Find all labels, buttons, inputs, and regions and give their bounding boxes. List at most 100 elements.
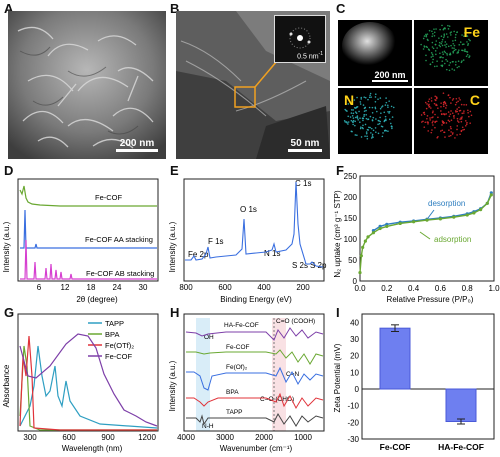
i-categories: Fe-COF HA-Fe-COF bbox=[380, 442, 484, 452]
eds-dot bbox=[384, 104, 387, 106]
eds-dot bbox=[354, 106, 356, 109]
eds-dot bbox=[435, 97, 438, 100]
e-xtick: 400 bbox=[257, 283, 271, 292]
i-ytick: -20 bbox=[347, 418, 359, 427]
eds-dot bbox=[375, 131, 377, 133]
eds-dot bbox=[363, 113, 366, 116]
g-legend: TAPP BPA Fe(OTf)₂ Fe-COF bbox=[88, 319, 134, 361]
eds-dot bbox=[426, 115, 429, 117]
eds-dot bbox=[459, 133, 461, 136]
sem-texture bbox=[8, 11, 166, 159]
h-xlabel: Wavenumber (cm⁻¹) bbox=[220, 444, 293, 453]
eds-dot bbox=[365, 117, 368, 120]
eds-dot bbox=[464, 124, 467, 127]
eds-dot bbox=[435, 120, 438, 123]
eds-dot bbox=[442, 56, 444, 59]
eds-dot bbox=[356, 134, 358, 137]
eds-dot bbox=[463, 43, 465, 45]
i-ytick: -30 bbox=[347, 435, 359, 444]
eds-dot bbox=[430, 107, 432, 109]
eds-dot bbox=[374, 93, 377, 96]
eds-dot bbox=[382, 132, 384, 134]
eds-dot bbox=[423, 113, 426, 116]
f-xtick: 0.0 bbox=[354, 284, 366, 293]
f-series-adsorption bbox=[359, 194, 492, 273]
f-point-adsorption bbox=[371, 231, 375, 235]
d-ylabel: Intensity (a.u.) bbox=[2, 221, 11, 272]
eds-dot bbox=[379, 116, 381, 119]
eds-dot bbox=[357, 118, 359, 121]
eds-dot bbox=[445, 113, 448, 115]
eds-dot bbox=[445, 104, 448, 107]
eds-dot bbox=[434, 98, 436, 101]
eds-dot bbox=[368, 126, 370, 129]
eds-dot bbox=[468, 55, 471, 57]
eds-dot bbox=[443, 101, 446, 103]
e-frame bbox=[183, 178, 325, 282]
eds-dot bbox=[467, 42, 470, 45]
panel-label-g: G bbox=[4, 305, 15, 320]
eds-dot bbox=[365, 109, 367, 112]
h-series-label: BPA bbox=[226, 389, 239, 396]
g-series-tapp bbox=[19, 345, 158, 429]
g-xtick: 600 bbox=[62, 433, 76, 442]
eds-dot bbox=[366, 137, 369, 140]
eds-dot bbox=[465, 123, 468, 126]
eds-dot bbox=[351, 130, 353, 133]
chart-g: Absorbance Wavelength (nm) 300 600 900 1… bbox=[2, 313, 159, 453]
eds-dot bbox=[456, 108, 458, 110]
eds-dot bbox=[362, 104, 365, 106]
eds-dot bbox=[450, 110, 452, 112]
eds-dot bbox=[457, 113, 460, 115]
eds-dot bbox=[368, 96, 371, 99]
eds-dot bbox=[431, 129, 433, 131]
eds-dot bbox=[448, 53, 451, 56]
d-series-aa bbox=[20, 209, 157, 249]
eds-dot bbox=[453, 49, 456, 52]
eds-dot bbox=[466, 121, 468, 124]
eds-dot bbox=[441, 24, 443, 27]
eds-dot bbox=[380, 125, 383, 128]
eds-dot bbox=[433, 28, 435, 30]
eds-dot bbox=[347, 115, 350, 118]
eds-dot bbox=[359, 101, 362, 103]
eds-dot bbox=[454, 48, 457, 51]
eds-map-c: C bbox=[414, 88, 488, 154]
eds-dot bbox=[447, 24, 449, 27]
eds-dot bbox=[439, 45, 442, 48]
f-point-adsorption bbox=[385, 224, 389, 228]
eds-dot bbox=[380, 112, 382, 115]
eds-dot bbox=[450, 127, 452, 130]
h-series-feof2 bbox=[186, 366, 324, 391]
eds-dot bbox=[465, 104, 468, 106]
eds-dot bbox=[443, 131, 446, 134]
eds-dot bbox=[448, 135, 450, 138]
eds-dot bbox=[456, 134, 458, 136]
eds-map-n: N bbox=[338, 88, 412, 154]
i-category-label: Fe-COF bbox=[380, 442, 411, 452]
eds-dot bbox=[420, 114, 423, 116]
eds-dot bbox=[360, 98, 363, 100]
eds-dot bbox=[430, 97, 433, 99]
f-ylabel: N₂ uptake (cm³ g⁻¹ STP) bbox=[333, 190, 342, 278]
eds-dot bbox=[423, 111, 426, 114]
eds-dot bbox=[367, 118, 369, 121]
eds-dot bbox=[377, 98, 379, 100]
eds-dot bbox=[431, 30, 433, 33]
eds-dot bbox=[447, 45, 450, 48]
eds-dot bbox=[369, 92, 372, 95]
eds-dot bbox=[354, 116, 357, 119]
eds-dot bbox=[354, 111, 357, 113]
eds-dot bbox=[370, 137, 373, 139]
eds-dot bbox=[454, 63, 457, 66]
eds-label-c: C bbox=[469, 92, 480, 108]
panel-label-d: D bbox=[4, 163, 14, 178]
eds-dot bbox=[352, 123, 354, 126]
f-point-adsorption bbox=[465, 213, 469, 217]
eds-dot bbox=[381, 135, 384, 138]
f-arrow-adsorption bbox=[419, 231, 431, 240]
d-xticks: 6 12 18 24 30 bbox=[37, 283, 148, 292]
eds-dot bbox=[356, 116, 358, 118]
eds-dot bbox=[354, 120, 356, 123]
eds-dot bbox=[377, 119, 380, 122]
